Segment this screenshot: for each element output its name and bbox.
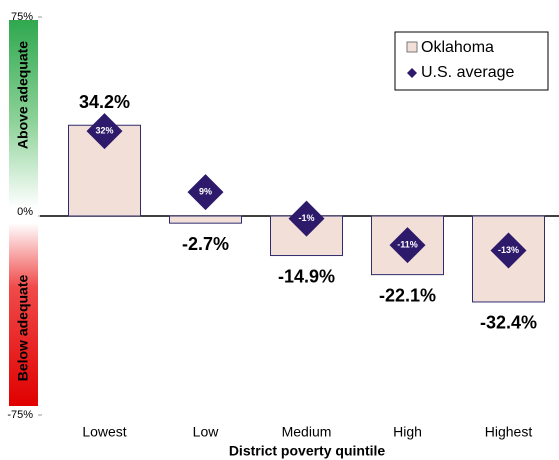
bar	[169, 215, 242, 224]
y-tick-label: -75%	[7, 409, 33, 421]
legend-swatch	[407, 68, 417, 78]
data-label: -14.9%	[278, 266, 335, 286]
above-label: Above adequate	[15, 41, 31, 149]
y-tick-label: 0%	[17, 206, 33, 218]
legend-swatch	[406, 41, 418, 53]
x-tick-label: Lowest	[82, 424, 126, 440]
marker-label: 32%	[95, 125, 113, 135]
legend-box	[394, 31, 549, 91]
legend-label: U.S. average	[421, 64, 514, 81]
data-label: 34.2%	[79, 92, 130, 112]
diamond-marker	[288, 200, 325, 237]
below-label: Below adequate	[15, 275, 31, 382]
diamond-marker	[490, 232, 527, 269]
x-axis-label: District poverty quintile	[229, 443, 386, 459]
diamond-marker	[86, 113, 123, 150]
y-tick-label: 75%	[11, 11, 33, 23]
x-tick-label: Low	[193, 424, 220, 440]
data-label: -32.4%	[480, 313, 537, 333]
marker-label: -13%	[498, 245, 519, 255]
diamond-marker	[187, 174, 224, 211]
below-band	[9, 223, 38, 406]
x-tick-label: High	[393, 424, 422, 440]
marker-label: 9%	[199, 186, 212, 196]
above-band	[9, 20, 38, 208]
legend-label: Oklahoma	[421, 39, 494, 56]
data-label: -22.1%	[379, 285, 436, 305]
x-tick-label: Medium	[282, 424, 332, 440]
marker-label: -11%	[397, 240, 418, 250]
marker-label: -1%	[298, 213, 314, 223]
x-tick-label: Highest	[485, 424, 533, 440]
data-label: -2.7%	[182, 234, 229, 254]
diamond-marker	[389, 227, 426, 264]
